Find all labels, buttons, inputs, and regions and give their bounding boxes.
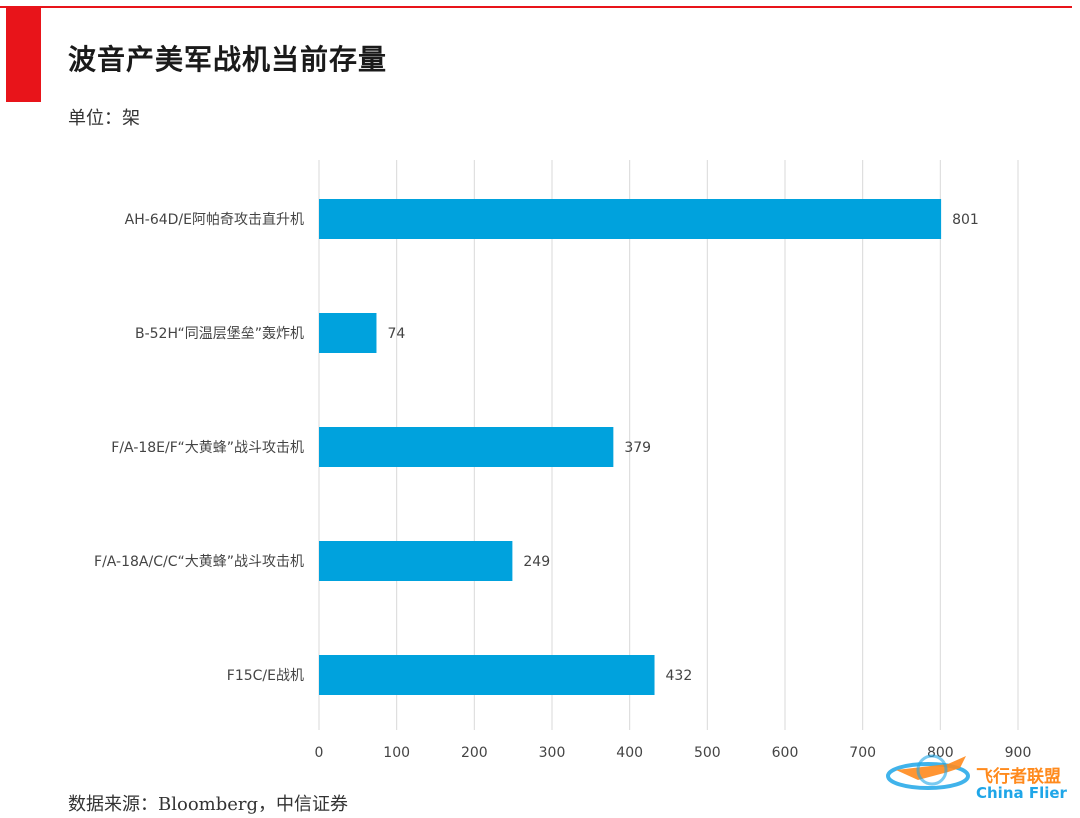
accent-block [6,7,41,102]
x-tick-label: 300 [539,745,566,761]
category-label: F15C/E战机 [227,668,304,684]
labels: 0 100 200 300 400 500 600 700 800 900801AH-64D/E阿… [94,211,1031,761]
x-tick-label: 400 [616,745,643,761]
bar [319,313,377,353]
x-tick-label: 100 [383,745,410,761]
x-tick-label: 0 [315,745,324,761]
bars [319,199,942,695]
x-tick-label: 600 [772,745,799,761]
x-tick-label: 700 [849,745,876,761]
category-label: B-52H“同温层堡垒”轰炸机 [135,325,304,342]
x-tick-label: 200 [461,745,488,761]
data-label: 379 [624,440,651,456]
bar [319,427,614,467]
category-label: F/A-18E/F“大黄蜂”战斗攻击机 [111,439,304,456]
data-label: 432 [666,668,693,684]
watermark-logo: 飞行者联盟 China Flier [878,740,1078,810]
data-label: 249 [523,554,550,570]
data-label: 74 [387,326,405,342]
airplane-logo-icon [886,754,970,790]
page-title: 波音产美军战机当前存量 [68,43,388,76]
source-note: 数据来源：Bloomberg，中信证券 [68,794,349,815]
header-rule [0,6,1072,8]
category-label: AH-64D/E阿帕奇攻击直升机 [125,211,304,228]
watermark-text-en: China Flier [976,784,1067,802]
watermark-text-cn: 飞行者联盟 [976,767,1061,787]
x-tick-label: 500 [694,745,721,761]
bar [319,199,942,239]
unit-label: 单位：架 [68,108,140,129]
bar [319,655,655,695]
x-tick-label: 900 [1005,745,1032,761]
data-label: 801 [952,212,979,228]
category-label: F/A-18A/C/C“大黄蜂”战斗攻击机 [94,553,304,570]
bar [319,541,513,581]
grid-lines [318,160,1019,730]
